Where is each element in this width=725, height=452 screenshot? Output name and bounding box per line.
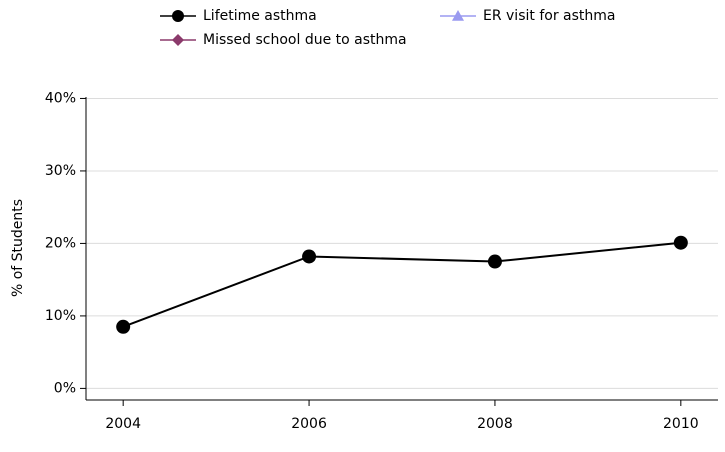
x-tick-label: 2008 <box>477 416 513 432</box>
marker <box>172 10 184 22</box>
y-tick-label: 10% <box>45 308 76 324</box>
marker <box>452 10 464 21</box>
line <box>122 241 681 328</box>
x-tick-label: 2010 <box>663 416 699 432</box>
x-tick-label: 2004 <box>105 416 141 432</box>
legend-label: ER visit for asthma <box>483 8 615 24</box>
x-tick-label: 2006 <box>291 416 327 432</box>
marker <box>116 319 131 334</box>
y-tick-label: 20% <box>45 235 76 251</box>
marker <box>673 235 688 250</box>
marker <box>487 254 502 269</box>
y-tick-label: 30% <box>45 163 76 179</box>
y-axis-label: % of Students <box>10 199 26 297</box>
legend-label: Missed school due to asthma <box>203 32 407 48</box>
y-tick-label: 40% <box>45 90 76 106</box>
marker <box>302 249 317 264</box>
marker <box>172 34 184 46</box>
legend-label: Lifetime asthma <box>203 8 317 24</box>
y-tick-label: 0% <box>54 380 76 396</box>
